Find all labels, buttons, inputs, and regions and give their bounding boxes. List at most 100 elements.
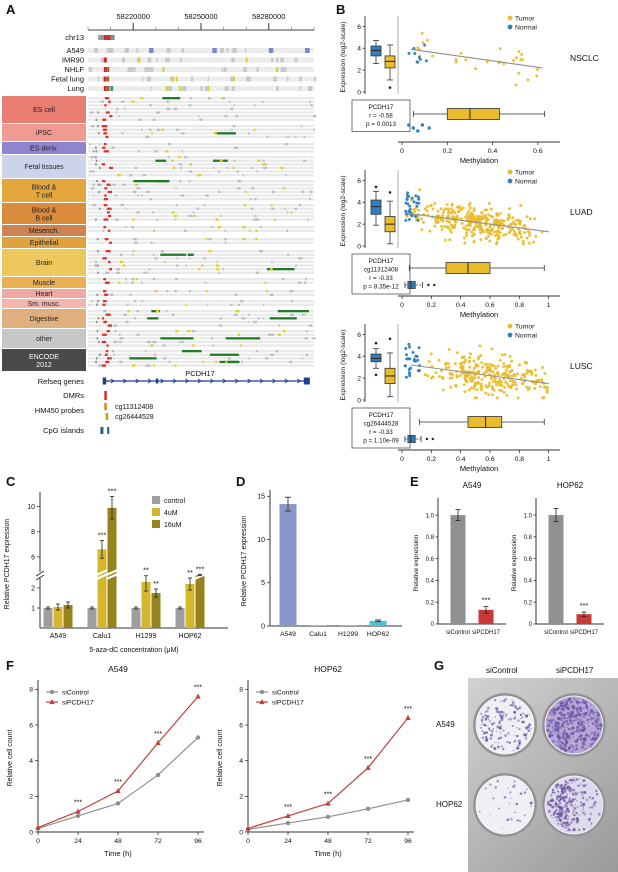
svg-text:ES deriv.: ES deriv. — [30, 146, 58, 153]
svg-text:***: *** — [482, 596, 491, 605]
svg-text:r = -0.33: r = -0.33 — [369, 429, 393, 436]
svg-text:***: *** — [284, 804, 292, 811]
svg-text:LUSC: LUSC — [570, 361, 593, 371]
svg-text:Normal: Normal — [515, 332, 537, 339]
svg-text:**: ** — [143, 566, 149, 575]
panel-g-label: G — [434, 658, 445, 673]
svg-text:0.2: 0.2 — [427, 302, 437, 309]
svg-text:Refseq genes: Refseq genes — [38, 377, 85, 386]
panel-g-col-sicontrol-label: siControl — [486, 666, 518, 675]
panel-g-row-a549-label: A549 — [436, 720, 455, 729]
svg-text:Fetal lung: Fetal lung — [51, 75, 84, 84]
correlation-plot-nsclc: Expression (log2-scale) 0 2 4 6 Tumor Normal NS… — [340, 15, 599, 165]
svg-text:0: 0 — [357, 243, 361, 250]
svg-text:Heart: Heart — [35, 291, 52, 298]
svg-text:0: 0 — [246, 838, 250, 845]
svg-text:1: 1 — [31, 605, 35, 612]
svg-text:Fetal tissues: Fetal tissues — [24, 164, 64, 171]
svg-text:6: 6 — [357, 332, 361, 339]
svg-text:p = 8.35e-12: p = 8.35e-12 — [363, 284, 399, 291]
svg-text:NHLF: NHLF — [64, 65, 84, 74]
svg-text:96: 96 — [404, 838, 412, 845]
svg-text:1: 1 — [547, 456, 551, 463]
svg-text:***: *** — [74, 799, 82, 806]
svg-text:0.2: 0.2 — [427, 456, 437, 463]
svg-text:0: 0 — [357, 397, 361, 404]
panel-b-correlation-plots: Expression (log2-scale) 0 2 4 6 Tumor Normal NS… — [340, 15, 599, 473]
svg-text:0.4: 0.4 — [456, 302, 466, 309]
svg-text:Muscle: Muscle — [33, 280, 55, 287]
panel-f-label: F — [6, 658, 14, 673]
svg-text:Relative cell count: Relative cell count — [217, 730, 224, 787]
svg-text:0: 0 — [261, 623, 265, 630]
svg-text:0.6: 0.6 — [485, 302, 495, 309]
svg-text:CpG islands: CpG islands — [43, 426, 84, 435]
svg-text:4: 4 — [239, 758, 243, 765]
svg-text:HM450 probes: HM450 probes — [35, 406, 84, 415]
svg-text:siControl: siControl — [62, 689, 89, 696]
svg-text:r = -0.33: r = -0.33 — [369, 275, 393, 282]
panel-e-label: E — [410, 474, 419, 489]
svg-text:Epithelial: Epithelial — [30, 240, 59, 247]
svg-text:***: *** — [154, 731, 162, 738]
panel-a-label: A — [6, 2, 16, 17]
svg-text:2: 2 — [31, 585, 35, 592]
svg-text:58250000: 58250000 — [184, 12, 217, 21]
svg-text:48: 48 — [114, 838, 122, 845]
svg-text:10: 10 — [257, 537, 265, 544]
svg-text:8: 8 — [29, 687, 33, 694]
svg-text:24: 24 — [74, 838, 82, 845]
colony-assay-wells — [473, 693, 606, 837]
svg-text:H1299: H1299 — [136, 633, 157, 640]
svg-text:Digestive: Digestive — [30, 316, 59, 323]
svg-text:ES cell: ES cell — [33, 107, 55, 114]
svg-text:0.6: 0.6 — [524, 557, 533, 563]
svg-text:Relative PCDH17 expression: Relative PCDH17 expression — [4, 519, 11, 610]
svg-text:6: 6 — [239, 722, 243, 729]
expression-bar-chart: Relative PCDH17 expression 0 5 10 15 A549 Calu… — [241, 490, 402, 638]
svg-text:HOP62: HOP62 — [314, 664, 342, 674]
knockdown-bar-hop62: HOP62 Relative expression 0 0.2 0.4 0.6 0.8 1.0… — [511, 481, 604, 636]
svg-text:8: 8 — [239, 687, 243, 694]
knockdown-bar-a549: A549 Relative expression 0 0.2 0.4 0.6 0.8 1.0 s… — [413, 481, 506, 636]
svg-text:cg26444528: cg26444528 — [364, 421, 399, 428]
svg-text:4: 4 — [357, 46, 361, 53]
svg-text:0.8: 0.8 — [515, 456, 525, 463]
svg-text:Time (h): Time (h) — [314, 849, 342, 858]
svg-text:72: 72 — [364, 838, 372, 845]
panel-g-colony-wells — [473, 693, 606, 837]
svg-text:0.8: 0.8 — [515, 302, 525, 309]
panel-g-col-sipcdh17-label: siPCDH17 — [556, 666, 594, 675]
correlation-plot-luad: Expression (log2-scale) 0 2 4 6 Tumor Normal LU… — [340, 169, 593, 319]
svg-text:cg26444528: cg26444528 — [115, 414, 154, 421]
svg-text:***: *** — [194, 684, 202, 691]
svg-text:A549: A549 — [463, 481, 482, 490]
svg-text:0: 0 — [400, 148, 404, 155]
svg-text:1: 1 — [547, 302, 551, 309]
svg-text:siPCDH17: siPCDH17 — [272, 699, 304, 706]
svg-text:other: other — [36, 336, 53, 343]
svg-text:Normal: Normal — [515, 24, 537, 31]
svg-text:0: 0 — [239, 829, 243, 836]
svg-text:p = 0.0013: p = 0.0013 — [366, 121, 396, 128]
svg-text:2: 2 — [29, 794, 33, 801]
svg-text:HOP62: HOP62 — [557, 481, 584, 490]
svg-text:0.8: 0.8 — [524, 535, 533, 541]
panel-e-bar-charts: A549 Relative expression 0 0.2 0.4 0.6 0.8 1.0 s… — [413, 481, 604, 636]
svg-text:10: 10 — [27, 504, 35, 511]
svg-text:Relative PCDH17 expression: Relative PCDH17 expression — [241, 516, 248, 607]
svg-text:DMRs: DMRs — [63, 391, 84, 400]
panel-d-bar-chart: Relative PCDH17 expression 0 5 10 15 A549 Calu… — [241, 490, 402, 638]
svg-text:Relative expression: Relative expression — [511, 534, 518, 591]
svg-text:***: *** — [114, 779, 122, 786]
svg-text:1.0: 1.0 — [524, 513, 533, 519]
svg-text:***: *** — [364, 756, 372, 763]
aza-bar-chart: Relative PCDH17 expression 1 2 6 8 10 A549 Calu… — [4, 487, 228, 654]
svg-text:6: 6 — [357, 178, 361, 185]
svg-text:0: 0 — [400, 456, 404, 463]
svg-text:NSCLC: NSCLC — [570, 53, 599, 63]
svg-text:T cell: T cell — [36, 193, 53, 200]
